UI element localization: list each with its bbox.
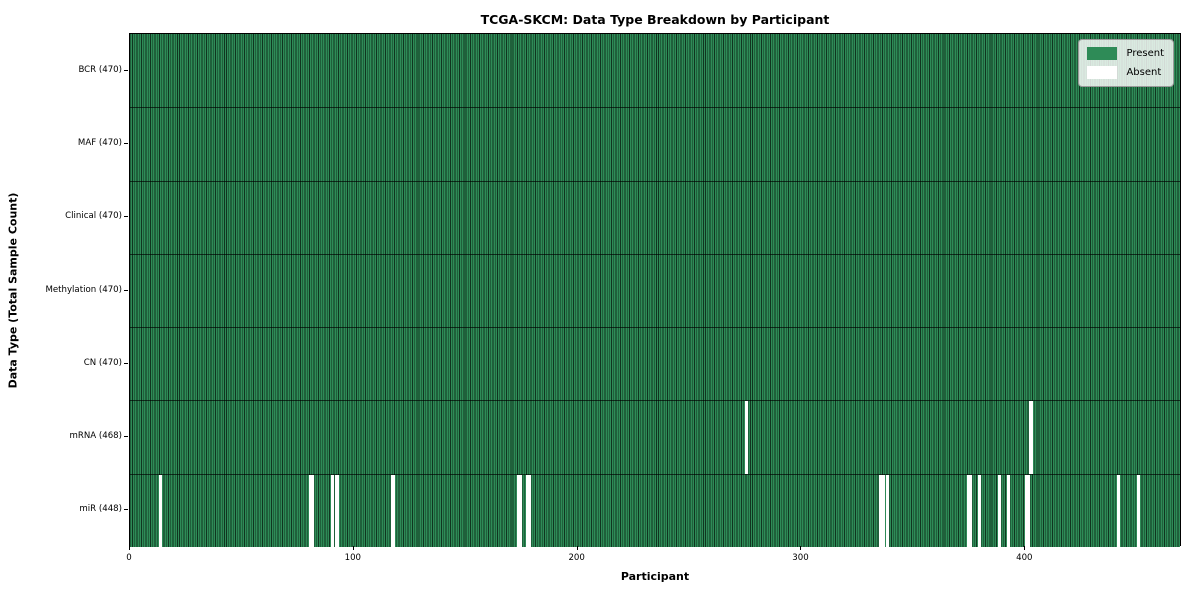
y-tick-label: MAF (470)	[77, 137, 122, 148]
absent-mark	[308, 474, 312, 547]
absent-mark	[1116, 474, 1120, 547]
legend-absent-label: Absent	[1126, 67, 1162, 78]
absent-mark	[879, 474, 883, 547]
heatmap-row	[130, 180, 1180, 254]
y-tick-label: Methylation (470)	[45, 284, 122, 295]
heatmap-plot-area	[129, 33, 1181, 547]
x-tick-label: 0	[126, 553, 132, 563]
absent-mark	[330, 474, 335, 547]
legend-present-label: Present	[1126, 48, 1164, 59]
x-tick-label: 300	[792, 553, 809, 563]
heatmap-row	[130, 34, 1180, 108]
x-tick-mark	[352, 546, 354, 550]
y-tick-label: Clinical (470)	[65, 211, 122, 222]
absent-mark	[745, 401, 749, 474]
legend-entry-absent: Absent	[1087, 66, 1164, 79]
x-tick-mark	[1024, 546, 1026, 550]
absent-mark	[997, 474, 1002, 547]
absent-mark	[527, 474, 532, 547]
legend-entry-present: Present	[1087, 47, 1164, 60]
y-tick-mark	[124, 436, 128, 438]
x-tick-mark	[800, 546, 802, 550]
present-swatch	[1087, 47, 1118, 60]
y-tick-mark	[124, 509, 128, 511]
x-axis-label: Participant	[620, 570, 690, 583]
chart-title: TCGA-SKCM: Data Type Breakdown by Partic…	[480, 12, 830, 27]
y-tick-label: CN (470)	[83, 357, 122, 368]
x-tick-label: 100	[344, 553, 362, 563]
absent-mark	[1024, 474, 1029, 547]
x-tick-label: 200	[568, 553, 585, 563]
absent-mark	[518, 474, 523, 547]
y-tick-label: BCR (470)	[78, 64, 122, 75]
absent-mark	[335, 474, 339, 547]
absent-mark	[158, 474, 162, 547]
heatmap-row	[130, 327, 1180, 401]
absent-mark	[1006, 474, 1011, 547]
heatmap-row	[130, 473, 1180, 547]
heatmap-row	[130, 253, 1180, 328]
heatmap-row	[130, 107, 1180, 181]
absent-mark	[881, 474, 885, 547]
absent-mark	[391, 474, 395, 547]
y-tick-label: mRNA (468)	[69, 431, 123, 442]
absent-mark	[1136, 474, 1141, 547]
y-tick-mark	[124, 142, 128, 144]
absent-mark	[886, 474, 890, 547]
absent-mark	[966, 474, 970, 547]
x-tick-label: 400	[1016, 553, 1033, 563]
y-tick-mark	[124, 216, 128, 218]
absent-mark	[1027, 474, 1031, 547]
x-tick-mark	[129, 546, 130, 550]
absent-mark	[310, 474, 315, 547]
legend: Present Absent	[1078, 39, 1174, 87]
y-tick-label: miR (448)	[79, 504, 122, 515]
y-tick-mark	[124, 289, 128, 291]
absent-mark	[1029, 401, 1033, 474]
x-tick-mark	[576, 546, 578, 550]
absent-mark	[525, 474, 529, 547]
y-tick-mark	[124, 69, 128, 71]
heatmap-row	[130, 400, 1180, 474]
absent-mark	[977, 474, 982, 547]
absent-mark	[516, 474, 521, 547]
absent-swatch	[1087, 66, 1118, 79]
y-tick-mark	[124, 362, 128, 364]
absent-mark	[968, 474, 973, 547]
